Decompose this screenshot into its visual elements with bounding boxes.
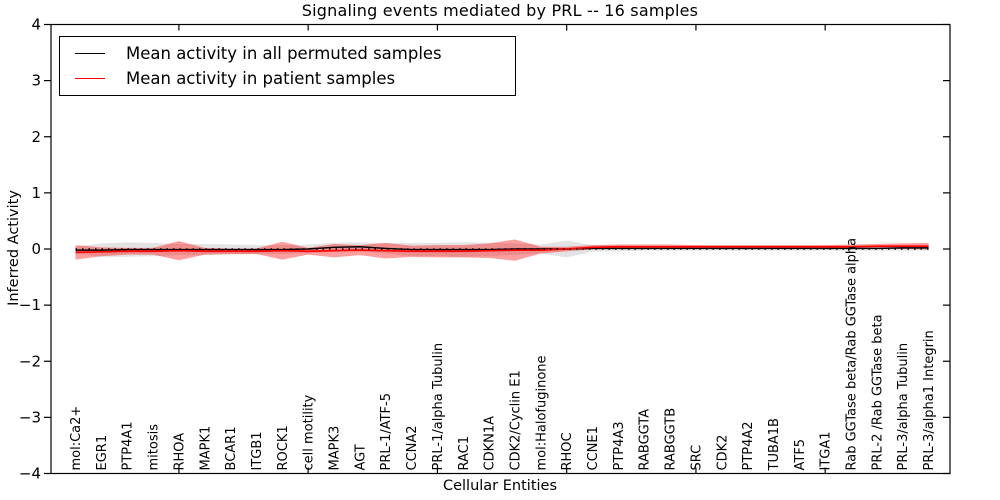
chart-title: Signaling events mediated by PRL -- 16 s…	[301, 1, 699, 20]
legend: Mean activity in all permuted samples Me…	[59, 36, 516, 96]
legend-label-patient: Mean activity in patient samples	[126, 68, 396, 88]
y-tick-label: −3	[19, 408, 41, 426]
x-tick-label: PRL-2 /Rab GGTase beta	[870, 314, 885, 470]
x-tick-label: CCNA2	[405, 425, 420, 470]
y-tick-label: 0	[31, 240, 41, 258]
x-tick-label: CDKN1A	[483, 416, 498, 471]
legend-label-permuted: Mean activity in all permuted samples	[126, 44, 442, 64]
x-tick-label: SRC	[689, 445, 704, 471]
legend-line-black	[75, 53, 105, 55]
line-series-1	[75, 245, 929, 254]
y-tick-label: −2	[19, 352, 41, 370]
x-tick-label: CDK2/Cyclin E1	[508, 370, 523, 470]
legend-line-red	[75, 77, 105, 79]
x-tick-label: CDK2	[715, 435, 730, 471]
x-tick-label: PTP4A2	[741, 421, 756, 470]
x-tick-label: mol:Ca2+	[69, 406, 84, 471]
x-tick-label: PTP4A3	[612, 421, 627, 470]
x-tick-label: PRL-3/alpha Tubulin	[896, 343, 911, 471]
x-tick-label: BCAR1	[224, 427, 239, 471]
x-tick-label: ROCK1	[276, 425, 291, 470]
x-tick-label: RABGGTA	[638, 409, 653, 471]
x-tick-label: TUBA1B	[767, 418, 782, 471]
x-tick-label: ITGB1	[250, 431, 265, 470]
x-tick-label: RABGGTB	[664, 408, 679, 471]
x-axis-title: Cellular Entities	[442, 478, 558, 494]
x-tick-label: ATF5	[793, 439, 808, 471]
x-tick-label: EGR1	[95, 435, 110, 471]
y-tick-label: 4	[31, 16, 41, 34]
x-tick-label: cell motility	[302, 394, 317, 470]
x-tick-label: mol:Halofuginone	[534, 355, 549, 470]
x-tick-label: ITGA1	[819, 431, 834, 470]
x-tick-label: PTP4A1	[121, 421, 136, 470]
x-tick-label: MAPK1	[198, 426, 213, 471]
x-tick-label: mitosis	[147, 424, 162, 471]
x-tick-label: CCNE1	[586, 426, 601, 470]
x-tick-label: PRL-1/ATF-5	[379, 393, 394, 471]
x-tick-label: PRL-3/alpha1 Integrin	[922, 330, 937, 470]
y-tick-label: 2	[31, 128, 41, 146]
x-tick-label: RHOA	[172, 433, 187, 471]
x-tick-label: MAPK3	[328, 426, 343, 471]
y-tick-label: −4	[19, 465, 41, 483]
x-tick-label: PRL-1/alpha Tubulin	[431, 343, 446, 471]
x-tick-label: RAC1	[457, 436, 472, 471]
line-series-0	[75, 246, 929, 251]
x-tick-label: Rab GGTase beta/Rab GGTase alpha	[845, 238, 860, 471]
legend-item-permuted: Mean activity in all permuted samples	[60, 44, 515, 63]
x-tick-label: AGT	[353, 444, 368, 470]
legend-item-patient: Mean activity in patient samples	[60, 69, 515, 88]
y-tick-label: −1	[19, 296, 41, 314]
x-tick-label: RHOC	[560, 432, 575, 470]
y-tick-label: 3	[31, 72, 41, 90]
y-tick-label: 1	[31, 184, 41, 202]
